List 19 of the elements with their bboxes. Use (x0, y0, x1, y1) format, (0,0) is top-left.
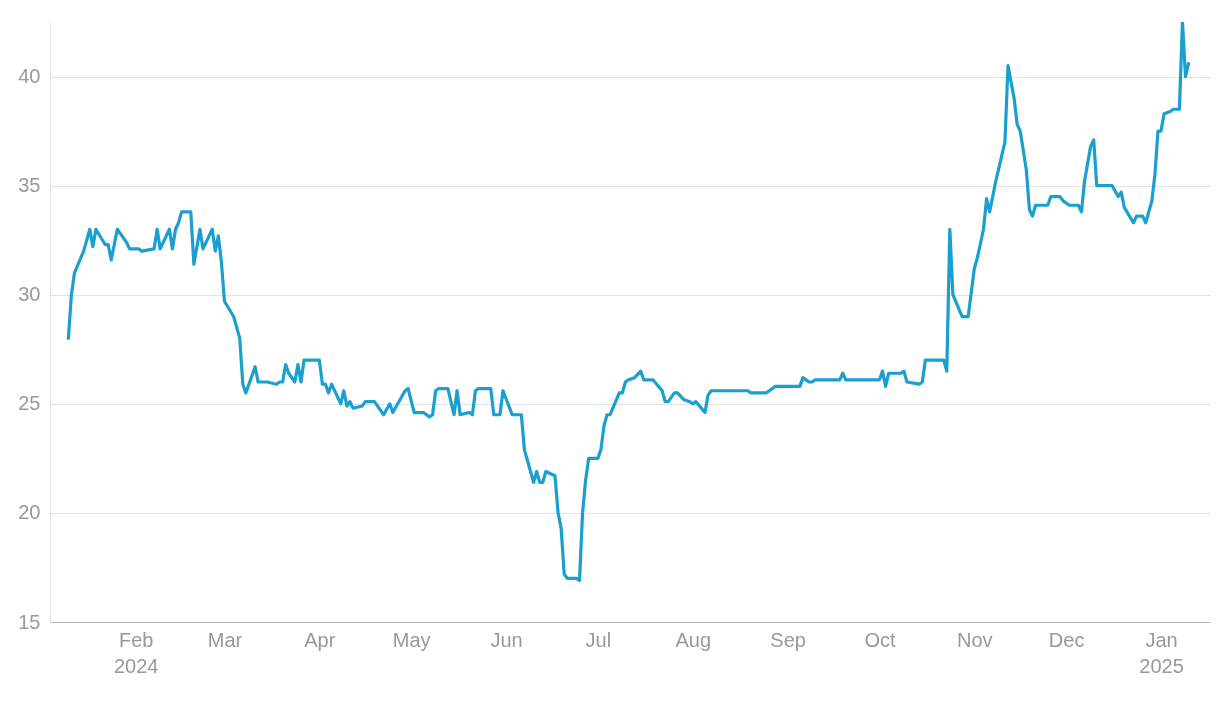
x-tick-label: Dec (1048, 628, 1085, 651)
y-tick-label: 15 (18, 610, 41, 633)
x-tick-label: Mar (207, 628, 243, 651)
x-tick-label: Feb 2024 (113, 628, 159, 677)
x-tick-label: Oct (864, 628, 896, 651)
x-tick-label: Jul (585, 628, 612, 651)
x-tick-label: Nov (957, 628, 993, 651)
x-tick-label: Apr (304, 628, 336, 651)
x-tick-label: Jan 2025 (1139, 628, 1184, 677)
x-tick-label: May (392, 628, 431, 651)
y-tick-label: 40 (18, 65, 41, 88)
x-tick-label: Jun (490, 628, 523, 651)
y-tick-label: 35 (18, 174, 41, 197)
y-tick-label: 25 (18, 392, 41, 415)
line-series (66, 22, 1191, 583)
y-tick-label: 30 (18, 283, 41, 306)
x-tick-label: Sep (770, 628, 806, 651)
x-tick-label: Aug (675, 628, 712, 651)
y-tick-label: 20 (18, 501, 41, 524)
